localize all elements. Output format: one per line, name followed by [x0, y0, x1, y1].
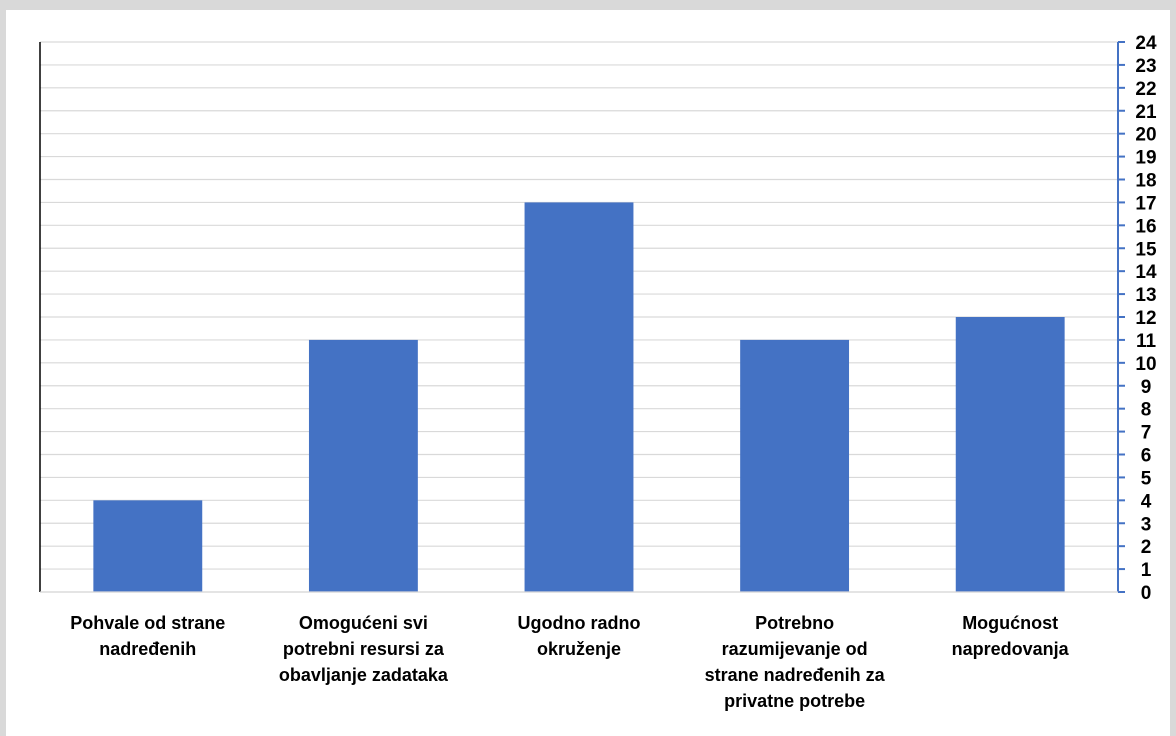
axes	[39, 41, 1125, 593]
y-tick-label: 5	[1141, 468, 1152, 489]
x-category-label-line: nadređenih	[99, 639, 197, 659]
y-tick-label: 2	[1141, 537, 1152, 558]
y-tick-label: 21	[1135, 102, 1157, 123]
x-category-label-line: Mogućnost	[962, 613, 1059, 633]
y-tick-label: 14	[1135, 262, 1157, 283]
y-tick-label: 9	[1141, 377, 1152, 398]
y-tick-label: 17	[1135, 193, 1156, 214]
x-category-label-line: Omogućeni svi	[298, 613, 428, 633]
y-tick-label: 10	[1135, 354, 1156, 375]
x-category-label: Pohvale od strane nadređenih	[48, 610, 248, 662]
y-tick-label: 16	[1135, 216, 1156, 237]
y-tick-label: 8	[1141, 400, 1152, 421]
y-tick-label: 22	[1135, 79, 1156, 100]
x-category-label-line: Pohvale od strane	[70, 613, 226, 633]
y-tick-label: 3	[1141, 514, 1152, 535]
bar	[524, 202, 634, 592]
y-tick-label: 0	[1141, 583, 1152, 604]
x-category-label-line: obavljanje zadataka	[278, 665, 448, 685]
y-tick-label: 13	[1135, 285, 1156, 306]
x-category-label: Potrebno razumijevanje od strane nadređeni…	[695, 610, 895, 714]
x-category-label-line: privatne potrebe	[724, 691, 866, 711]
y-tick-label: 24	[1135, 33, 1157, 54]
y-tick-label: 15	[1135, 239, 1157, 260]
x-category-label: Omogućeni svi potrebni resursi za obavljan…	[263, 610, 463, 688]
x-category-label: Mogućnost napredovanja	[910, 610, 1110, 662]
x-category-label-line: strane nadređenih za	[704, 665, 885, 685]
x-category-label: Ugodno radno okruženje	[479, 610, 679, 662]
x-category-label-line: Ugodno radno	[517, 613, 641, 633]
y-tick-label: 11	[1136, 331, 1157, 352]
x-category-label-line: okruženje	[536, 639, 622, 659]
bar	[740, 339, 850, 592]
y-tick-label: 4	[1141, 491, 1152, 512]
bar	[308, 339, 418, 592]
bars	[93, 202, 1065, 592]
y-tick-label: 18	[1135, 171, 1156, 192]
y-tick-label: 6	[1141, 446, 1152, 467]
y-tick-label: 12	[1135, 308, 1156, 329]
x-category-label-line: potrebni resursi za	[282, 639, 444, 659]
bar	[93, 500, 203, 592]
y-tick-label: 7	[1141, 423, 1152, 444]
bar	[955, 317, 1065, 592]
y-tick-label: 19	[1135, 148, 1156, 169]
x-category-label-line: razumijevanje od	[721, 639, 868, 659]
y-tick-label: 20	[1135, 125, 1156, 146]
x-category-label-line: napredovanja	[951, 639, 1069, 659]
chart-frame: 0 1 2 3 4 5 6 7 8 9 10 11 12 13 14 15 16 17 18 19 20 21 22 23 24…	[6, 10, 1170, 736]
y-tick-label: 1	[1141, 560, 1152, 581]
y-tick-label: 23	[1135, 56, 1156, 77]
x-category-label-line: Potrebno	[755, 613, 835, 633]
